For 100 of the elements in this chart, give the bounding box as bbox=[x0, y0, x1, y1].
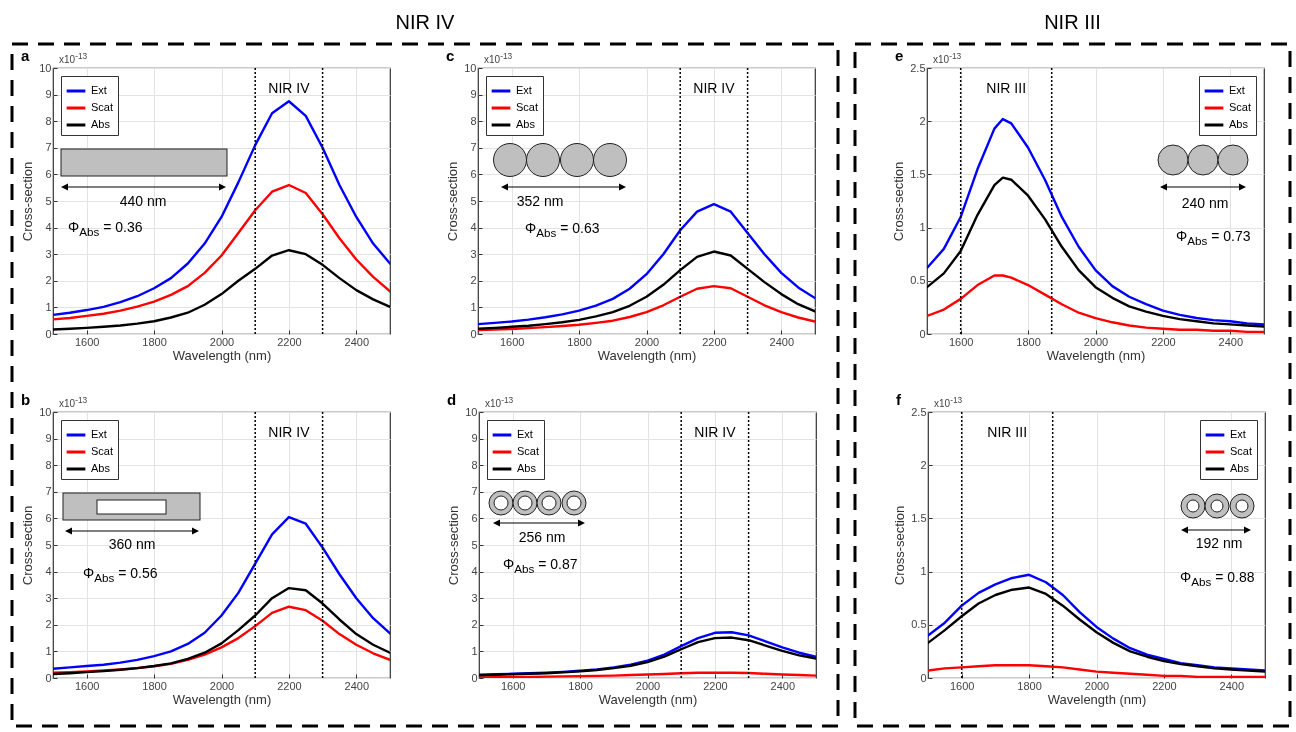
legend-label: Abs bbox=[1230, 462, 1250, 474]
y-tick-label: 0 bbox=[45, 327, 52, 340]
annotation: NIR IV bbox=[268, 424, 311, 441]
x-tick-label: 2400 bbox=[1218, 335, 1244, 348]
annotation: Φ$_{Abs}$ = 0.63 bbox=[525, 220, 600, 239]
y-tick-label: 5 bbox=[471, 538, 478, 551]
y-tick-label: 10 bbox=[39, 61, 52, 74]
y-tick-label: 0 bbox=[470, 327, 477, 340]
y-tick-label: 3 bbox=[470, 247, 477, 260]
y-tick-label: 4 bbox=[471, 565, 478, 578]
annotation: 256 nm bbox=[518, 529, 566, 545]
x-tick-label: 1800 bbox=[142, 679, 167, 692]
y-tick-label: 2.5 bbox=[911, 405, 927, 418]
line-series bbox=[53, 515, 390, 670]
x-tick-label: 1800 bbox=[567, 335, 592, 348]
y-tick-label: 1.5 bbox=[910, 167, 926, 180]
line-series bbox=[927, 117, 1264, 326]
y-tick-label: 1 bbox=[920, 565, 927, 578]
x-tick-label: 2400 bbox=[344, 335, 370, 348]
y-tick-label: 0 bbox=[919, 327, 926, 340]
x-tick-label: 2000 bbox=[634, 335, 660, 348]
legend-label: Ext bbox=[1230, 428, 1246, 440]
y-tick-label: 7 bbox=[45, 141, 52, 154]
annotation: Φ$_{Abs}$ = 0.36 bbox=[68, 219, 143, 238]
text: NIR III bbox=[1044, 11, 1101, 33]
y-tick-label: 5 bbox=[45, 194, 52, 207]
text: f bbox=[896, 390, 901, 408]
annotation: Φ$_{Abs}$ = 0.73 bbox=[1176, 228, 1251, 247]
y-tick-label: 3 bbox=[471, 591, 478, 604]
text: x10$^{-13}$ bbox=[59, 395, 88, 410]
x-tick-label: 2400 bbox=[769, 335, 795, 348]
y-tick-label: 1 bbox=[470, 300, 477, 313]
text: b bbox=[21, 390, 31, 408]
y-tick-label: 0 bbox=[471, 671, 478, 684]
legend-label: Abs bbox=[516, 118, 536, 130]
y-tick-label: 3 bbox=[45, 591, 52, 604]
legend-label: Ext bbox=[91, 428, 107, 440]
y-tick-label: 8 bbox=[45, 458, 52, 471]
legend-label: Scat bbox=[516, 101, 539, 113]
text: x10$^{-13}$ bbox=[933, 51, 962, 66]
y-axis-title: Cross-section bbox=[446, 505, 462, 586]
x-tick-label: 1600 bbox=[499, 335, 525, 348]
line-series bbox=[53, 100, 390, 317]
y-tick-label: 8 bbox=[45, 114, 52, 127]
line-series bbox=[53, 183, 390, 321]
text: x10$^{-13}$ bbox=[934, 395, 963, 410]
x-tick-label: 1600 bbox=[948, 335, 974, 348]
x-tick-label: 2200 bbox=[1151, 335, 1176, 348]
y-tick-label: 2 bbox=[471, 618, 478, 631]
y-tick-label: 2 bbox=[45, 274, 52, 287]
line-series bbox=[928, 664, 1265, 678]
y-tick-label: 6 bbox=[470, 167, 477, 180]
legend-label: Scat bbox=[1229, 101, 1252, 113]
y-tick-label: 0 bbox=[45, 671, 52, 684]
y-tick-label: 6 bbox=[45, 511, 52, 524]
x-tick-label: 2200 bbox=[1152, 679, 1177, 692]
y-tick-label: 10 bbox=[464, 61, 477, 74]
y-tick-label: 8 bbox=[471, 458, 478, 471]
annotation: NIR IV bbox=[694, 424, 737, 441]
x-tick-label: 2000 bbox=[1084, 679, 1110, 692]
y-axis-title: Cross-section bbox=[20, 161, 36, 242]
y-axis-title: Cross-section bbox=[892, 505, 908, 586]
y-tick-label: 5 bbox=[470, 194, 477, 207]
y-tick-label: 2 bbox=[470, 274, 477, 287]
y-tick-label: 1 bbox=[919, 221, 926, 234]
x-tick-label: 1600 bbox=[74, 335, 100, 348]
x-tick-label: 1600 bbox=[949, 679, 975, 692]
y-tick-label: 2.5 bbox=[910, 61, 926, 74]
annotation: 192 nm bbox=[1195, 535, 1243, 551]
y-tick-label: 6 bbox=[45, 167, 52, 180]
x-tick-label: 1600 bbox=[500, 679, 526, 692]
annotation: 440 nm bbox=[119, 193, 167, 209]
legend-label: Abs bbox=[91, 118, 111, 130]
annotation: NIR IV bbox=[693, 80, 736, 97]
line-series bbox=[478, 284, 815, 332]
line-series bbox=[927, 274, 1264, 334]
x-tick-label: 2000 bbox=[635, 679, 661, 692]
x-tick-label: 1600 bbox=[74, 679, 100, 692]
y-tick-label: 1.5 bbox=[911, 511, 927, 524]
legend-label: Ext bbox=[516, 84, 532, 96]
text: NIR IV bbox=[395, 11, 455, 33]
legend-label: Scat bbox=[91, 445, 114, 457]
annotation: 352 nm bbox=[516, 193, 564, 209]
y-tick-label: 2 bbox=[920, 458, 927, 471]
y-tick-label: 1 bbox=[45, 300, 52, 313]
y-tick-label: 2 bbox=[919, 114, 926, 127]
legend-label: Abs bbox=[91, 462, 111, 474]
y-tick-label: 6 bbox=[471, 511, 478, 524]
x-tick-label: 1800 bbox=[142, 335, 167, 348]
legend-label: Ext bbox=[517, 428, 533, 440]
text: e bbox=[895, 46, 904, 64]
y-tick-label: 1 bbox=[45, 644, 52, 657]
legend-label: Ext bbox=[91, 84, 107, 96]
x-axis-title: Wavelength (nm) bbox=[598, 691, 698, 707]
x-tick-label: 2400 bbox=[344, 679, 370, 692]
y-tick-label: 7 bbox=[470, 141, 477, 154]
text: x10$^{-13}$ bbox=[485, 395, 514, 410]
y-tick-label: 10 bbox=[465, 405, 478, 418]
y-tick-label: 7 bbox=[45, 485, 52, 498]
x-tick-label: 2000 bbox=[209, 335, 235, 348]
